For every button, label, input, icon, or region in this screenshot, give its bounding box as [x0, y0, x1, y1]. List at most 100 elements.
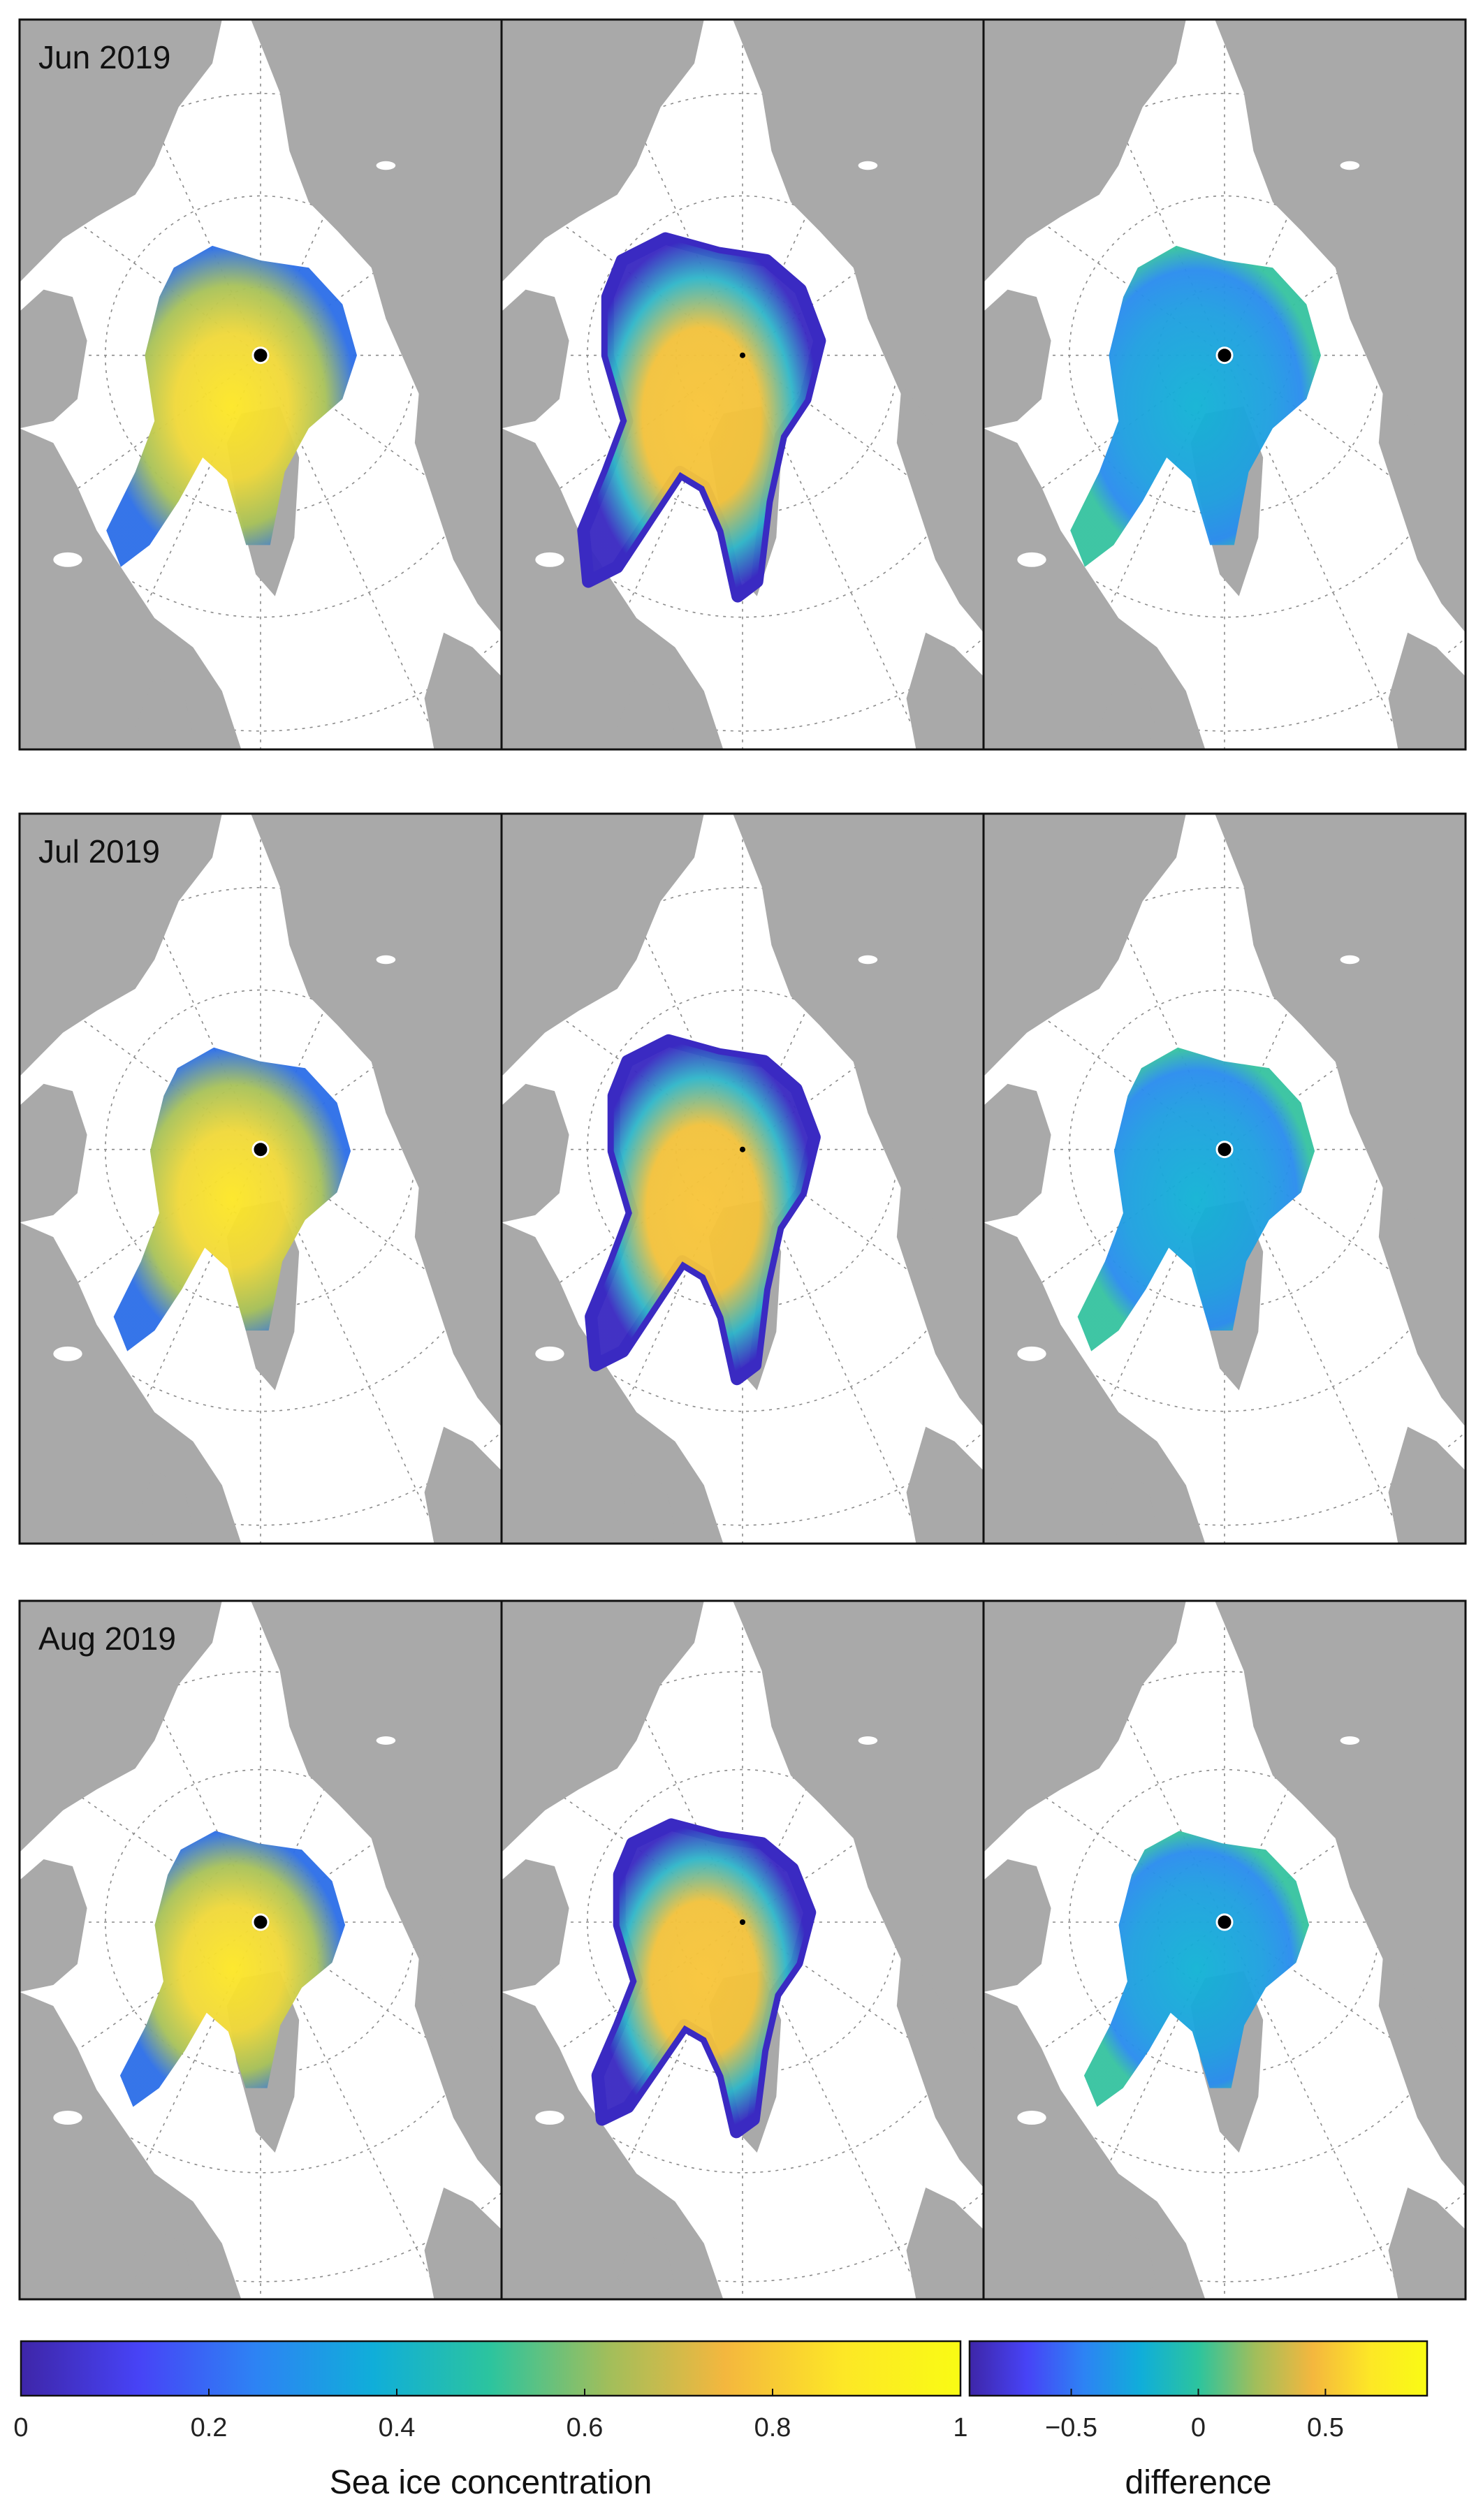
land-polygon	[906, 1426, 984, 1544]
land-polygon	[906, 2188, 984, 2299]
lake	[53, 552, 82, 567]
map-row-3: Aug 2019	[18, 1599, 1467, 2301]
model-ice-map-3	[502, 1601, 984, 2299]
lake	[858, 955, 878, 965]
lake	[858, 1736, 878, 1745]
ice-field	[591, 1040, 814, 1379]
land-mass	[502, 814, 984, 1544]
land-polygon	[502, 1083, 569, 1223]
ice-field	[1070, 245, 1321, 567]
colorbar-tick-label: −0.5	[1045, 2413, 1097, 2442]
colorbar-tick-label: 1	[953, 2413, 967, 2442]
lake	[858, 161, 878, 170]
land-polygon	[984, 1222, 1206, 1544]
north-pole-marker	[251, 1141, 270, 1159]
lake	[1017, 552, 1046, 567]
map-row-1: Jun 2019	[18, 18, 1467, 751]
model-ice-map-2	[502, 814, 984, 1544]
land-polygon	[20, 289, 87, 429]
colorbar-tick-label: 0.5	[1307, 2413, 1344, 2442]
land-polygon	[1378, 1178, 1466, 1427]
land-polygon	[502, 1601, 704, 1852]
land-polygon	[984, 1601, 1186, 1852]
land-polygon	[617, 1470, 675, 1544]
land-polygon	[1388, 1426, 1466, 1544]
colorbar-tick-label: 0	[1191, 2413, 1206, 2442]
colorbar-tick-label: 0.6	[567, 2413, 604, 2442]
north-pole-marker	[1215, 1913, 1234, 1931]
observed-ice-map-3	[20, 1601, 502, 2299]
ice-field	[119, 1831, 346, 2107]
lake	[535, 2111, 564, 2125]
land-polygon	[502, 20, 704, 283]
row-date-label: Jul 2019	[38, 833, 160, 870]
lake	[1340, 955, 1360, 965]
land-polygon	[135, 2229, 193, 2299]
meridian-line	[742, 1149, 924, 1544]
land-polygon	[424, 2188, 502, 2299]
land-polygon	[502, 289, 569, 429]
lake	[1340, 161, 1360, 170]
lake	[1340, 1736, 1360, 1745]
land-polygon	[984, 814, 1186, 1077]
land-polygon	[20, 1222, 242, 1544]
meridian-line	[260, 355, 442, 749]
ice-field	[1083, 1831, 1310, 2107]
meridian-line	[742, 1753, 984, 1923]
land-polygon	[20, 1859, 87, 1992]
difference-map-2	[984, 814, 1466, 1544]
land-polygon	[984, 1083, 1051, 1223]
land-polygon	[502, 814, 704, 1077]
colorbar-tick-label: 0	[13, 2413, 28, 2442]
map-row-2: Jul 2019	[18, 812, 1467, 1545]
land-polygon	[20, 814, 222, 1077]
ice-field	[1077, 1047, 1315, 1351]
concentration-colorbar: 0 0.2 0.4 0.6 0.8 1 Sea ice concentration	[13, 2340, 968, 2501]
land-mass	[20, 20, 502, 749]
land-polygon	[502, 428, 724, 749]
land-polygon	[414, 1178, 502, 1427]
land-polygon	[984, 289, 1051, 429]
latitude-circle	[984, 1601, 1466, 2283]
land-polygon	[414, 1950, 502, 2188]
land-polygon	[502, 1222, 724, 1544]
colorbar-gradient	[20, 2340, 962, 2397]
lake	[376, 1736, 396, 1745]
land-mass	[502, 1601, 984, 2299]
ice-field	[113, 1047, 351, 1351]
land-polygon	[617, 676, 675, 749]
land-polygon	[20, 20, 222, 283]
lake	[535, 552, 564, 567]
land-polygon	[617, 2229, 675, 2299]
row-date-label: Aug 2019	[38, 1620, 176, 1657]
land-polygon	[502, 1859, 569, 1992]
land-polygon	[1378, 1950, 1466, 2188]
land-polygon	[896, 1950, 984, 2188]
north-pole-marker	[740, 1919, 745, 1925]
colorbar-title: difference	[1125, 2464, 1272, 2501]
land-mass	[984, 1601, 1466, 2299]
lake	[1017, 1346, 1046, 1361]
lake	[53, 2111, 82, 2125]
latitude-circle	[502, 1601, 984, 2283]
north-pole-marker	[1215, 346, 1234, 365]
meridian-line	[260, 1753, 502, 1923]
ice-field	[583, 238, 820, 596]
land-polygon	[20, 428, 242, 749]
colorbar-tick-label: 0.2	[191, 2413, 228, 2442]
land-polygon	[984, 20, 1186, 283]
north-pole-marker	[251, 346, 270, 365]
land-polygon	[984, 1859, 1051, 1992]
land-mass	[502, 20, 984, 749]
observed-ice-map-2	[20, 814, 502, 1544]
land-polygon	[135, 676, 193, 749]
panel-frame	[982, 18, 1467, 751]
colorbar-title: Sea ice concentration	[330, 2464, 652, 2501]
colorbar-tick-label: 0.4	[379, 2413, 416, 2442]
land-polygon	[896, 384, 984, 633]
land-polygon	[984, 1992, 1206, 2299]
lake	[53, 1346, 82, 1361]
land-mass	[20, 814, 502, 1544]
difference-colorbar: −0.5 0 0.5 difference	[968, 2340, 1428, 2501]
